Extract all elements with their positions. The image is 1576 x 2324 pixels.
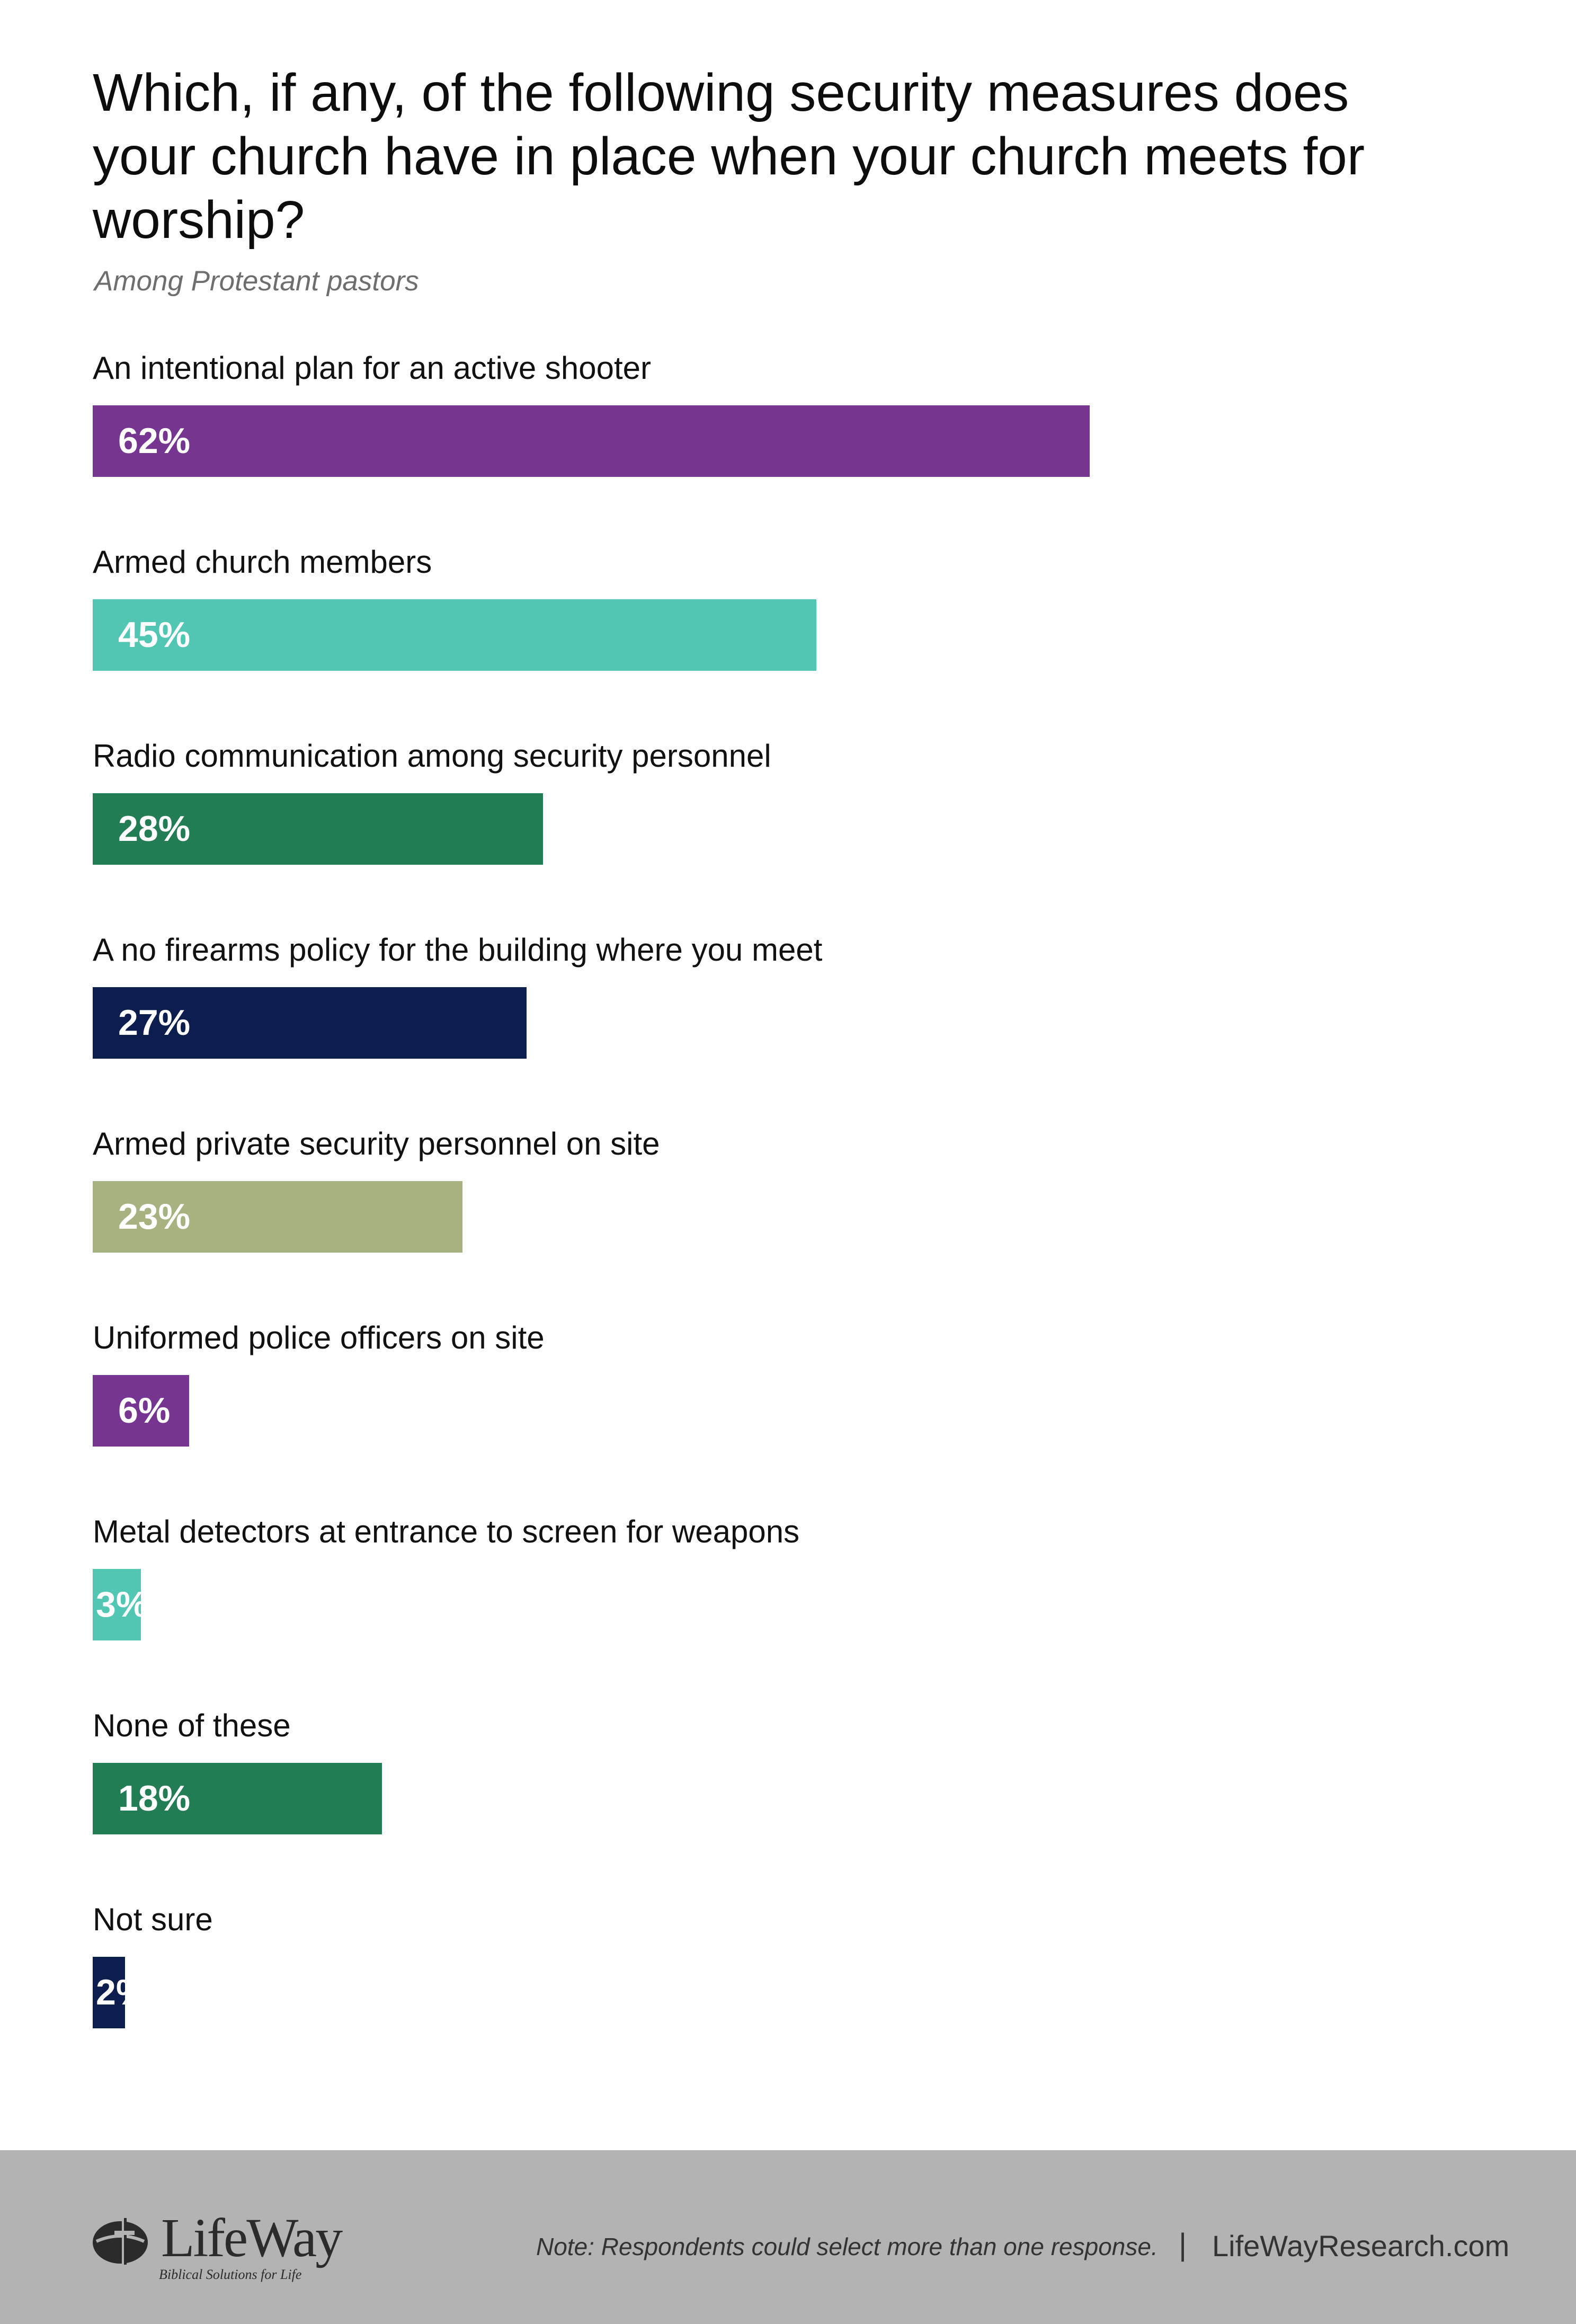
bar-row: Armed private security personnel on site… [93,1123,1523,1292]
lifeway-globe-icon [93,2218,148,2265]
bar-row: None of these 18% [93,1705,1523,1874]
bar: 28% [93,793,543,865]
category-label: Armed church members [93,544,432,580]
footer-separator: | [1179,2228,1187,2262]
footer: LifeWay Biblical Solutions for Life Note… [0,2150,1576,2324]
bar: 2% [93,1957,148,2028]
bar-row: Uniformed police officers on site 6% [93,1317,1523,1486]
bar-value-label: 62% [118,421,191,461]
bar: 18% [93,1763,382,1834]
footer-site-link[interactable]: LifeWayResearch.com [1212,2229,1510,2263]
bar-chart: An intentional plan for an active shoote… [93,347,1523,2068]
category-label: Not sure [93,1902,213,1937]
category-label: Metal detectors at entrance to screen fo… [93,1514,800,1549]
category-label: A no firearms policy for the building wh… [93,932,823,968]
bar-value-label: 28% [118,809,191,849]
category-label: Uniformed police officers on site [93,1320,545,1355]
bar-row: An intentional plan for an active shoote… [93,347,1523,517]
bar: 6% [93,1375,190,1447]
category-label: None of these [93,1708,291,1743]
logo-tagline: Biblical Solutions for Life [159,2267,302,2282]
bar-value-label: 45% [118,615,191,655]
chart-subtitle: Among Protestant pastors [94,265,419,297]
chart-title: Which, if any, of the following security… [93,63,1365,250]
bar: 62% [93,405,1090,477]
category-label: Armed private security personnel on site [93,1126,660,1161]
bar-value-label: 3% [96,1584,148,1625]
bar: 45% [93,599,816,671]
bar-row: Radio communication among security perso… [93,735,1523,904]
bar-row: Not sure 2% [93,1899,1523,2068]
category-label: Radio communication among security perso… [93,738,771,774]
bar-row: Metal detectors at entrance to screen fo… [93,1511,1523,1680]
bar: 23% [93,1181,463,1253]
bar-value-label: 6% [118,1390,171,1431]
logo-wordmark: LifeWay [161,2207,343,2268]
bar-value-label: 27% [118,1003,191,1043]
bar: 27% [93,987,527,1059]
bar-value-label: 18% [118,1778,191,1819]
lifeway-logo: LifeWay Biblical Solutions for Life [91,2207,343,2283]
category-label: An intentional plan for an active shoote… [93,350,652,386]
footer-note: Note: Respondents could select more than… [536,2233,1158,2260]
bar: 3% [93,1569,148,1640]
bar-value-label: 23% [118,1196,191,1237]
bar-row: A no firearms policy for the building wh… [93,929,1523,1098]
bar-row: Armed church members 45% [93,541,1523,711]
bar-value-label: 2% [96,1972,148,2012]
